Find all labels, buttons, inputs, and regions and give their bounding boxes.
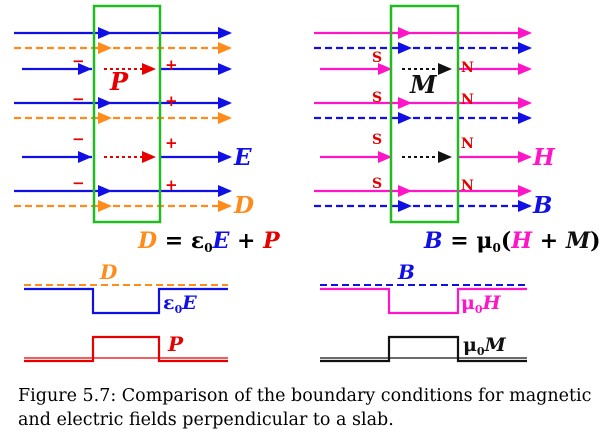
north-pole: N [461, 136, 474, 152]
H-field-label: H [532, 144, 556, 171]
graph-mu0H-label: μ0H [461, 292, 502, 316]
caption-line-1: Figure 5.7: Comparison of the boundary c… [18, 386, 592, 406]
magnetic-slab [389, 4, 460, 224]
field-lines-right [314, 27, 532, 212]
figure-diagram: − − − − + + + + P E D D = ε0E + P D ε0E … [14, 4, 600, 363]
minus-charge: − [72, 174, 85, 192]
left-graphs: D ε0E P [24, 260, 228, 363]
plus-charge: + [165, 56, 178, 74]
right-graphs: B μ0H μ0M [320, 260, 527, 363]
caption-line-2: and electric fields perpendicular to a s… [18, 410, 394, 430]
south-pole: S [372, 132, 382, 148]
south-pole: S [372, 50, 382, 66]
graph-mu0M-label: μ0M [463, 334, 507, 358]
north-pole: N [461, 60, 474, 76]
north-pole: N [461, 178, 474, 194]
south-pole: S [372, 176, 382, 192]
surface-charges: − − − − + + + + [72, 52, 178, 194]
electric-panel: − − − − + + + + P E D D = ε0E + P D ε0E … [14, 4, 281, 363]
field-lines-left [14, 27, 232, 212]
B-field-label: B [532, 192, 552, 219]
dielectric-slab [92, 4, 162, 224]
figure-caption: Figure 5.7: Comparison of the boundary c… [18, 384, 593, 432]
E-field-label: E [233, 144, 252, 171]
polarization-arrows [104, 68, 146, 158]
plus-charge: + [165, 176, 178, 194]
minus-charge: − [72, 130, 85, 148]
D-equation: D = ε0E + P [137, 228, 281, 255]
south-pole: S [372, 90, 382, 106]
minus-charge: − [72, 52, 85, 70]
plus-charge: + [165, 134, 178, 152]
magnetization-label: M [409, 70, 438, 99]
graph-P-label: P [167, 332, 184, 356]
magnetization-arrows [402, 68, 442, 158]
B-equation: B = μ0(H + M) [423, 228, 600, 255]
graph-D-label: D [99, 260, 118, 284]
polarization-label: P [109, 67, 129, 96]
magnetic-panel: S S S S N N N N M H B B = μ0(H + M) B μ0… [314, 4, 600, 363]
north-pole: N [461, 92, 474, 108]
D-field-label: D [233, 192, 254, 219]
magnetic-poles: S S S S N N N N [372, 50, 474, 194]
plus-charge: + [165, 92, 178, 110]
graph-B-label: B [397, 260, 415, 284]
graph-eps0E-label: ε0E [163, 292, 197, 316]
minus-charge: − [72, 90, 85, 108]
